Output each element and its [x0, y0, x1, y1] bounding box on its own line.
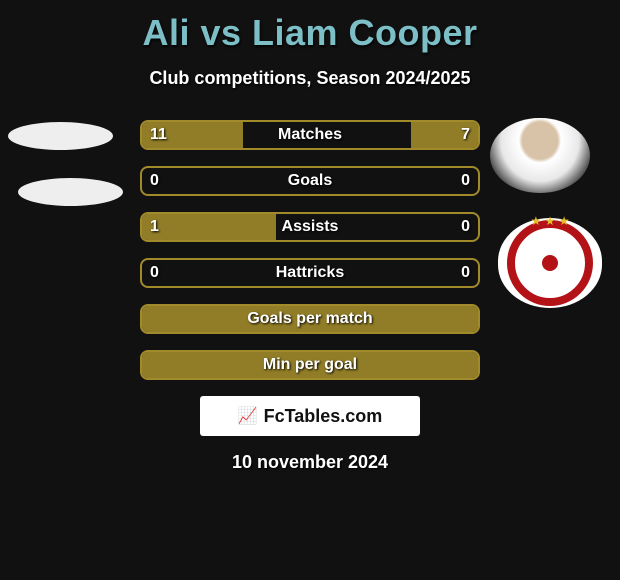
- date-label: 10 november 2024: [0, 452, 620, 473]
- stat-row: Min per goal: [0, 350, 620, 382]
- stat-row: Hattricks 0 0: [0, 258, 620, 290]
- comparison-infographic: Ali vs Liam Cooper Club competitions, Se…: [0, 0, 620, 580]
- stat-bar-track: Assists: [140, 212, 480, 242]
- stat-label: Goals: [142, 168, 478, 194]
- stat-label: Goals per match: [142, 306, 478, 332]
- stat-label: Assists: [142, 214, 478, 240]
- stat-row: Goals per match: [0, 304, 620, 336]
- stat-label: Hattricks: [142, 260, 478, 286]
- stat-value-right: 7: [461, 120, 470, 150]
- stat-value-left: 0: [150, 258, 159, 288]
- stat-row: Matches 11 7: [0, 120, 620, 152]
- stat-row: Goals 0 0: [0, 166, 620, 198]
- stat-row: Assists 1 0: [0, 212, 620, 244]
- stat-value-right: 0: [461, 258, 470, 288]
- page-title: Ali vs Liam Cooper: [0, 0, 620, 54]
- branding-icon: 📈: [238, 406, 258, 426]
- branding-text: FcTables.com: [264, 406, 383, 427]
- stat-label: Matches: [142, 122, 478, 148]
- branding-badge[interactable]: 📈 FcTables.com: [200, 396, 420, 436]
- stat-bar-track: Min per goal: [140, 350, 480, 380]
- stat-label: Min per goal: [142, 352, 478, 378]
- stat-value-left: 0: [150, 166, 159, 196]
- stat-bar-track: Hattricks: [140, 258, 480, 288]
- stat-value-left: 1: [150, 212, 159, 242]
- stat-value-right: 0: [461, 166, 470, 196]
- page-subtitle: Club competitions, Season 2024/2025: [0, 68, 620, 89]
- stat-bar-track: Matches: [140, 120, 480, 150]
- stat-bar-track: Goals per match: [140, 304, 480, 334]
- stat-bar-track: Goals: [140, 166, 480, 196]
- stat-value-left: 11: [150, 120, 167, 150]
- stats-area: Matches 11 7 Goals 0 0 Assists 1 0: [0, 120, 620, 396]
- stat-value-right: 0: [461, 212, 470, 242]
